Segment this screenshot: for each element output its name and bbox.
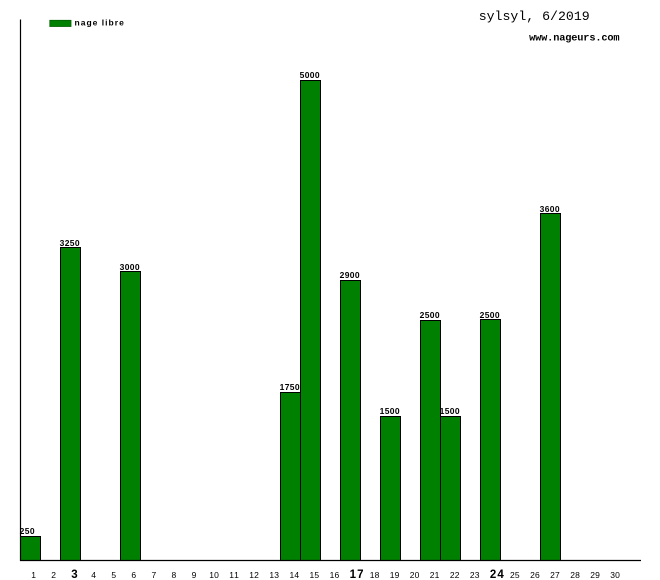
svg-text:21: 21	[430, 570, 440, 580]
svg-text:25: 25	[510, 570, 520, 580]
svg-text:3000: 3000	[120, 262, 140, 272]
svg-text:26: 26	[530, 570, 540, 580]
svg-text:2500: 2500	[480, 310, 500, 320]
svg-text:11: 11	[229, 570, 239, 580]
svg-text:29: 29	[590, 570, 600, 580]
svg-text:10: 10	[209, 570, 219, 580]
svg-text:250: 250	[20, 526, 35, 536]
svg-text:4: 4	[91, 570, 96, 580]
svg-text:19: 19	[390, 570, 400, 580]
svg-text:16: 16	[330, 570, 340, 580]
svg-text:8: 8	[172, 570, 177, 580]
svg-text:6: 6	[131, 570, 136, 580]
svg-text:20: 20	[410, 570, 420, 580]
svg-text:1750: 1750	[280, 382, 300, 392]
svg-text:www.nageurs.com: www.nageurs.com	[529, 32, 620, 44]
svg-text:23: 23	[470, 570, 480, 580]
svg-text:22: 22	[450, 570, 460, 580]
svg-text:27: 27	[550, 570, 560, 580]
svg-text:5000: 5000	[300, 70, 320, 80]
svg-text:28: 28	[570, 570, 580, 580]
svg-text:15: 15	[310, 570, 320, 580]
svg-text:3600: 3600	[540, 204, 560, 214]
svg-text:sylsyl, 6/2019: sylsyl, 6/2019	[479, 9, 590, 24]
svg-text:2: 2	[51, 570, 56, 580]
svg-text:1: 1	[31, 570, 36, 580]
svg-text:17: 17	[350, 569, 364, 580]
svg-text:14: 14	[290, 570, 300, 580]
svg-text:2900: 2900	[340, 270, 360, 280]
svg-text:5: 5	[111, 570, 116, 580]
svg-text:9: 9	[192, 570, 197, 580]
svg-text:18: 18	[370, 570, 380, 580]
svg-text:30: 30	[610, 570, 620, 580]
svg-text:1500: 1500	[380, 406, 400, 416]
svg-text:1500: 1500	[440, 406, 460, 416]
svg-text:3250: 3250	[60, 238, 80, 248]
svg-text:nage libre: nage libre	[75, 18, 125, 28]
svg-text:2500: 2500	[420, 310, 440, 320]
svg-text:13: 13	[269, 570, 279, 580]
svg-text:12: 12	[249, 570, 259, 580]
svg-text:24: 24	[490, 569, 504, 580]
svg-text:7: 7	[152, 570, 157, 580]
svg-text:3: 3	[71, 569, 77, 580]
